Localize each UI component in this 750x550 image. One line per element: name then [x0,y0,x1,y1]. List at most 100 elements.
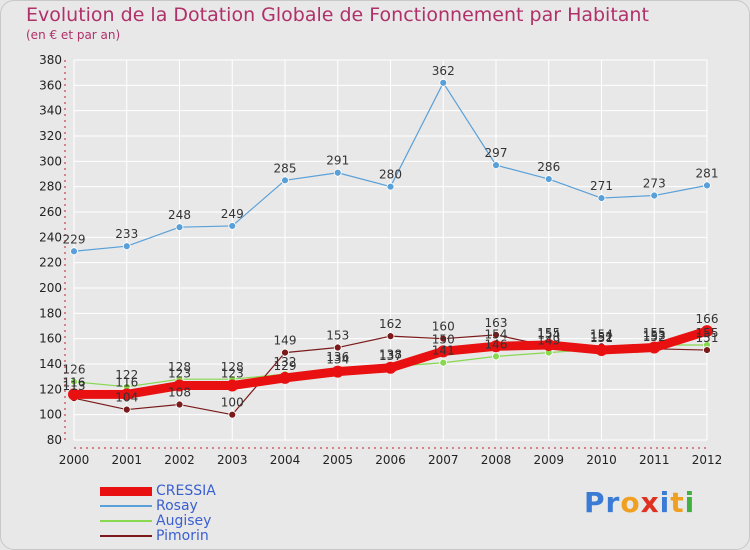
data-label-augisey: 155 [643,326,666,340]
data-label-cressia: 129 [274,359,297,373]
data-label-cressia: 123 [168,367,191,381]
data-point-rosay [281,176,289,185]
data-label-cressia: 155 [537,326,560,340]
y-tick-label: 200 [39,281,62,295]
y-tick-label: 280 [39,180,62,194]
data-label-cressia: 153 [643,329,666,343]
x-tick-label: 2007 [428,453,459,467]
data-point-pimorin [175,400,184,409]
data-label-augisey: 136 [326,350,349,364]
data-label-cressia: 134 [326,353,349,367]
logo-letter: i [684,486,696,519]
legend-swatch [100,505,152,507]
y-tick-label: 260 [39,205,62,219]
data-label-pimorin: 154 [590,327,613,341]
logo-letter: o [620,486,641,519]
data-point-rosay [228,222,237,230]
proxiti-logo: Proxiti [584,486,695,519]
line-chart: 80 100 120 140 160 180 200 220 240 260 280 300 320 34… [39,53,722,467]
data-label-augisey: 155 [696,326,719,340]
data-label-cressia: 154 [485,327,508,341]
data-label-pimorin: 162 [379,317,402,331]
data-label-pimorin: 160 [432,320,455,334]
data-point-cressia [68,388,80,401]
y-tick-label: 80 [47,433,62,447]
data-point-cressia [384,361,397,374]
data-label-rosay: 286 [537,160,560,174]
data-point-cressia [331,365,344,378]
data-label-augisey: 152 [590,330,613,344]
x-tick-label: 2000 [59,453,90,467]
y-tick-label: 240 [39,230,62,244]
data-label-rosay: 291 [326,154,349,168]
data-point-augisey [492,352,500,361]
data-label-augisey: 126 [63,363,86,377]
y-tick-label: 340 [39,104,62,118]
y-tick-label: 380 [39,53,62,67]
data-label-augisey: 138 [379,348,402,362]
data-label-pimorin: 152 [643,330,666,344]
data-point-pimorin [439,334,448,343]
chart-title: Evolution de la Dotation Globale de Fonc… [26,4,649,26]
data-point-cressia [648,341,661,354]
data-point-rosay [492,161,500,170]
data-label-cressia: 137 [379,349,402,363]
data-point-cressia [226,379,239,392]
data-point-cressia [701,325,713,338]
data-point-rosay [650,191,659,200]
data-label-augisey: 122 [115,368,138,382]
data-point-rosay [175,223,184,232]
data-label-augisey: 146 [485,337,508,351]
data-label-pimorin: 151 [696,331,719,345]
logo-letter: t [670,486,685,519]
data-label-pimorin: 104 [115,391,138,405]
data-point-pimorin [386,332,395,341]
legend-label: Rosay [156,498,198,514]
x-tick-label: 2009 [533,453,564,467]
data-point-cressia [120,388,133,401]
data-label-pimorin: 149 [274,334,297,348]
data-point-rosay [386,182,395,191]
data-point-cressia [437,345,450,358]
data-point-cressia [279,371,291,384]
axes: 80 100 120 140 160 180 200 220 240 260 280 300 320 34… [39,53,722,467]
data-point-rosay [597,194,606,202]
data-label-rosay: 229 [63,232,86,246]
y-tick-label: 180 [39,306,62,320]
data-label-pimorin: 153 [326,329,349,343]
legend-label: Pimorin [156,528,209,544]
data-label-augisey: 128 [221,360,244,374]
y-tick-label: 360 [39,78,62,92]
x-tick-label: 2001 [111,453,142,467]
data-label-augisey: 149 [537,334,560,348]
y-tick-label: 300 [39,154,62,168]
x-tick-label: 2002 [164,453,195,467]
y-tick-label: 140 [39,357,62,371]
data-label-cressia: 116 [63,375,86,389]
data-label-rosay: 271 [590,179,613,193]
y-tick-label: 100 [39,408,62,422]
data-point-pimorin [333,343,342,352]
data-point-cressia [542,339,555,351]
data-point-rosay [439,78,448,87]
x-tick-label: 2005 [322,453,353,467]
data-point-pimorin [122,405,131,414]
data-label-augisey: 132 [274,355,297,369]
logo-letter: i [659,486,671,519]
data-point-rosay [70,247,78,256]
data-label-augisey: 128 [168,360,191,374]
legend-label: CRESSIA [156,483,216,499]
data-label-rosay: 233 [115,227,138,241]
y-tick-label: 320 [39,129,62,143]
data-label-rosay: 248 [168,208,191,222]
data-point-rosay [122,242,131,251]
data-point-augisey [70,377,78,386]
data-label-cressia: 151 [590,331,613,345]
x-tick-label: 2008 [481,453,512,467]
legend-swatch [100,487,152,496]
data-label-rosay: 285 [274,161,297,175]
data-point-augisey [439,358,448,367]
data-label-rosay: 280 [379,168,402,182]
data-point-rosay [544,175,553,183]
